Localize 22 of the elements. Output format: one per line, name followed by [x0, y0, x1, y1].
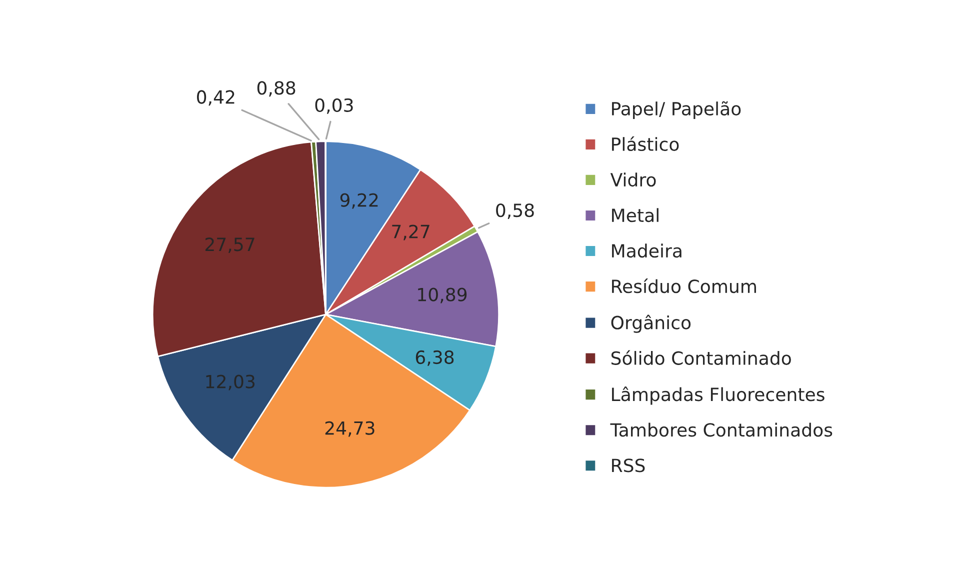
legend-label: Metal	[612, 208, 658, 222]
legend-label: RSS	[612, 458, 645, 472]
legend-label: Resíduo Comum	[612, 278, 756, 294]
legend-label: Orgânico	[611, 314, 691, 333]
legend-label: Lâmpadas Fluorecentes	[612, 386, 824, 405]
data-label: 27,57	[205, 238, 254, 254]
legend-label: Sólido Contaminado	[611, 350, 791, 365]
data-label: 6,38	[416, 350, 454, 366]
legend-label: Plástico	[612, 136, 679, 152]
legend-label: Madeira	[612, 244, 682, 258]
data-label: 0,42	[197, 90, 234, 106]
legend-label: Vidro	[610, 172, 656, 187]
data-label: 7,27	[392, 224, 430, 240]
data-label: 0,03	[315, 98, 353, 114]
legend-label: Papel/ Papelão	[612, 101, 741, 120]
data-label: 0,88	[257, 81, 296, 97]
data-label: 9,22	[340, 193, 378, 209]
data-label: 0,58	[496, 203, 534, 219]
data-label: 12,03	[206, 374, 255, 390]
legend-label: Tambores Contaminados	[610, 422, 832, 437]
data-label: 24,73	[325, 421, 374, 437]
data-label: 10,89	[418, 288, 467, 304]
